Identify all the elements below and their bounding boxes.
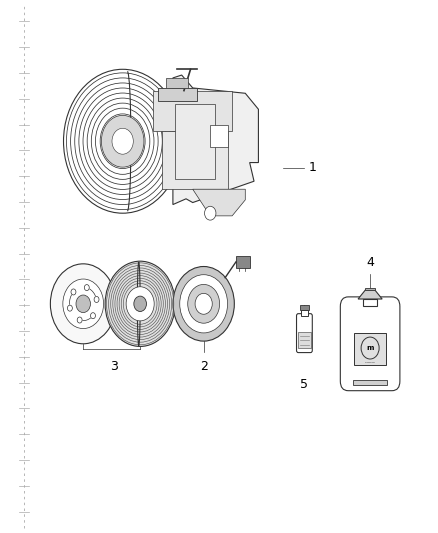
Circle shape — [94, 296, 99, 302]
Text: m: m — [367, 345, 374, 351]
Circle shape — [71, 289, 76, 295]
Circle shape — [188, 285, 219, 323]
Circle shape — [126, 287, 154, 321]
Text: 1: 1 — [309, 161, 317, 174]
Circle shape — [173, 266, 234, 341]
Text: 3: 3 — [110, 360, 118, 373]
Bar — [153, 91, 232, 131]
Bar — [236, 256, 250, 268]
Circle shape — [105, 261, 175, 346]
Circle shape — [67, 305, 72, 311]
Bar — [300, 305, 309, 310]
Circle shape — [205, 206, 216, 220]
Circle shape — [50, 264, 116, 344]
Polygon shape — [173, 75, 258, 205]
Bar — [365, 288, 375, 290]
Text: 5: 5 — [300, 378, 308, 391]
Polygon shape — [193, 189, 245, 216]
Bar — [301, 310, 308, 316]
Circle shape — [85, 285, 89, 290]
Bar — [175, 104, 215, 179]
Bar — [166, 78, 188, 88]
Circle shape — [76, 295, 90, 312]
FancyBboxPatch shape — [340, 297, 400, 391]
Circle shape — [180, 274, 228, 333]
Text: 2: 2 — [200, 360, 208, 373]
Bar — [210, 125, 228, 147]
Circle shape — [77, 317, 82, 323]
Circle shape — [134, 296, 146, 311]
Bar — [353, 380, 387, 385]
Circle shape — [63, 279, 103, 328]
Text: ━━━━━━: ━━━━━━ — [365, 361, 375, 365]
Circle shape — [195, 293, 212, 314]
Bar — [162, 131, 228, 189]
Polygon shape — [358, 290, 382, 299]
Text: 4: 4 — [366, 256, 374, 269]
Bar — [298, 332, 311, 348]
Circle shape — [64, 69, 182, 213]
Bar — [354, 334, 386, 365]
FancyBboxPatch shape — [297, 313, 312, 353]
Circle shape — [91, 313, 95, 319]
Bar — [363, 299, 377, 306]
Circle shape — [101, 115, 144, 167]
Circle shape — [112, 128, 133, 154]
Bar — [158, 88, 197, 101]
